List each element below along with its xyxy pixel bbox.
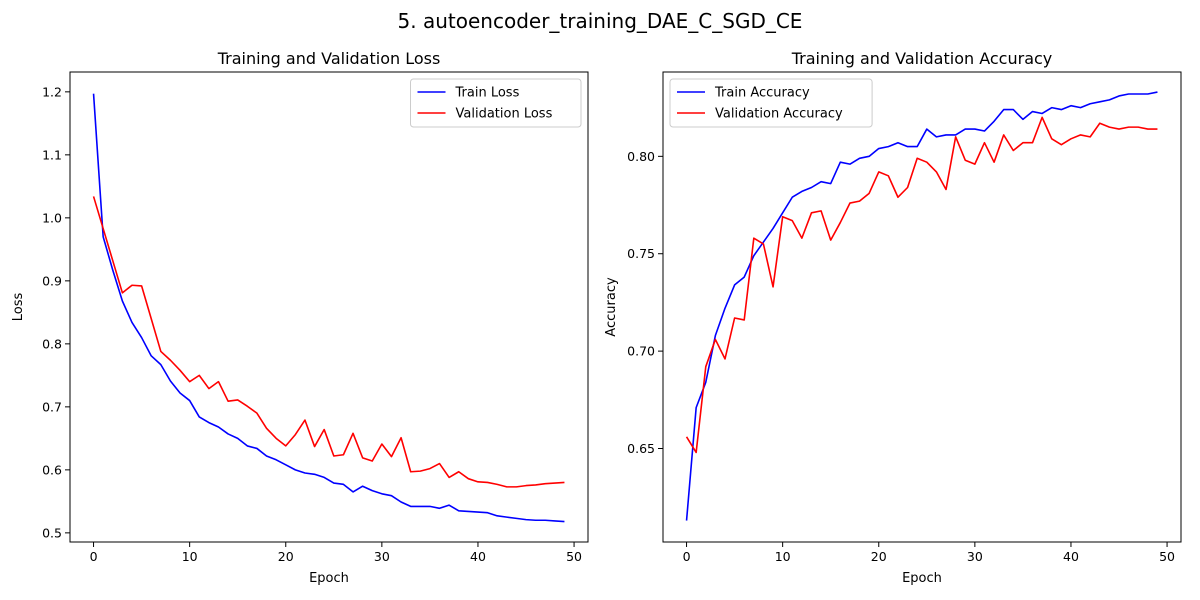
x-tick-label: 20 (871, 549, 887, 564)
y-tick-label: 0.5 (42, 525, 62, 540)
series-line-0 (92, 93, 565, 523)
y-tick-label: 0.65 (627, 441, 655, 456)
y-tick-label: 0.6 (42, 462, 62, 477)
plot-frame (662, 71, 1182, 543)
chart-title: Training and Validation Accuracy (791, 49, 1053, 68)
plot-frame (69, 71, 589, 543)
y-tick-label: 0.80 (627, 149, 655, 164)
legend-entry: Validation Loss (456, 107, 553, 122)
chart-panel-1: Training and Validation Accuracy 0 10 20 30 4… (604, 49, 1182, 586)
y-axis-label: Loss (11, 293, 26, 322)
figure-title: 5. autoencoder_training_DAE_C_SGD_CE (398, 9, 803, 33)
y-tick-label: 0.8 (42, 336, 62, 351)
legend: Train Accuracy Validation Accuracy (669, 78, 873, 128)
chart-title: Training and Validation Loss (217, 49, 441, 68)
legend-box (410, 78, 582, 128)
y-tick-label: 0.75 (627, 246, 655, 261)
y-tick-label: 1.1 (42, 147, 62, 162)
legend: Train Loss Validation Loss (410, 78, 582, 128)
x-tick-label: 20 (278, 549, 294, 564)
legend-entry: Validation Accuracy (715, 107, 843, 122)
x-tick-label: 30 (967, 549, 983, 564)
series-line-0 (685, 91, 1158, 521)
series-line-1 (685, 116, 1158, 454)
x-tick-label: 10 (775, 549, 791, 564)
x-tick-label: 0 (683, 549, 691, 564)
y-tick-label: 1.2 (42, 84, 62, 99)
chart-panel-0: Training and Validation Loss 0 10 20 30 40 50 0… (11, 49, 589, 586)
x-axis-label: Epoch (902, 571, 942, 586)
y-tick-label: 0.7 (42, 399, 62, 414)
legend-box (669, 78, 873, 128)
x-tick-label: 10 (182, 549, 198, 564)
legend-entry: Train Loss (455, 86, 520, 101)
series-line-1 (92, 196, 565, 488)
x-tick-label: 0 (90, 549, 98, 564)
x-tick-label: 40 (470, 549, 486, 564)
legend-entry: Train Accuracy (714, 86, 810, 101)
x-tick-label: 30 (374, 549, 390, 564)
y-tick-label: 0.70 (627, 344, 655, 359)
y-tick-label: 1.0 (42, 210, 62, 225)
x-tick-label: 40 (1063, 549, 1079, 564)
x-tick-label: 50 (566, 549, 582, 564)
x-tick-label: 50 (1159, 549, 1175, 564)
x-axis-label: Epoch (309, 571, 349, 586)
y-tick-label: 0.9 (42, 273, 62, 288)
y-axis-label: Accuracy (604, 277, 619, 337)
